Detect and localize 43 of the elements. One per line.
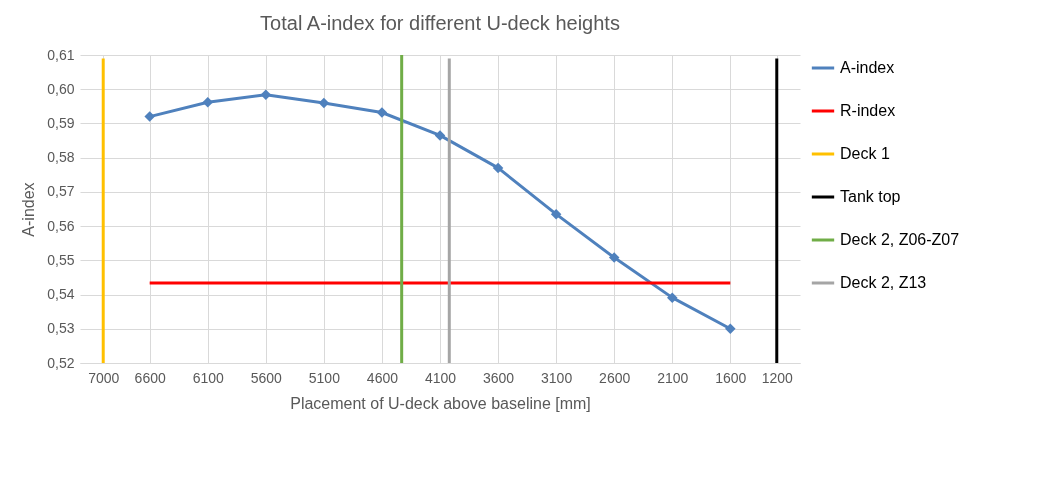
point: [144, 111, 155, 122]
y-tick-label: 0,57: [47, 183, 75, 200]
legend-label: Tank top: [840, 188, 901, 205]
x-tick-label: 6100: [192, 369, 225, 386]
point: [260, 89, 272, 100]
legend-label: A-index: [840, 59, 895, 76]
x-tick-label: 2100: [657, 369, 689, 386]
point: [725, 323, 736, 335]
x-tick-label: 7000: [88, 369, 120, 386]
point: [608, 252, 620, 263]
legend-label: Deck 2, Z13: [840, 274, 927, 291]
point: [434, 130, 446, 141]
point: [492, 162, 504, 174]
x-tick-label: 3600: [482, 369, 515, 386]
x-tick-label: 4600: [366, 369, 399, 386]
y-tick-label: 0,59: [47, 114, 75, 131]
y-tick-label: 0,54: [47, 286, 75, 303]
legend-label: Deck 1: [840, 145, 890, 162]
y-axis-title: A-index: [20, 182, 38, 237]
legend-label: R-index: [840, 102, 896, 119]
y-tick-label: 0,52: [47, 354, 75, 371]
y-tick-label: 0,61: [47, 46, 75, 63]
x-tick-label: 5600: [250, 369, 283, 386]
y-tick-label: 0,53: [47, 320, 75, 337]
x-tick-label: 1600: [715, 369, 747, 386]
chart-title: Total A-index for different U-deck heights: [260, 12, 620, 34]
x-axis-title: Placement of U-deck above baseline [mm]: [290, 394, 591, 412]
x-tick-label: 1200: [761, 369, 794, 386]
y-tick-label: 0,58: [47, 149, 75, 166]
x-tick-label: 3100: [541, 369, 573, 386]
point: [667, 292, 678, 303]
y-tick-label: 0,60: [47, 80, 75, 97]
legend-label: Deck 2, Z06-Z07: [840, 231, 960, 248]
y-tick-label: 0,56: [47, 217, 75, 234]
point: [202, 96, 213, 108]
x-tick-label: 2600: [599, 369, 631, 386]
x-tick-label: 4100: [424, 369, 457, 386]
point: [318, 97, 330, 109]
point: [550, 208, 562, 220]
x-tick-label: 5100: [308, 369, 341, 386]
y-tick-label: 0,55: [47, 251, 75, 268]
x-tick-label: 6600: [134, 369, 166, 386]
point: [376, 107, 388, 118]
